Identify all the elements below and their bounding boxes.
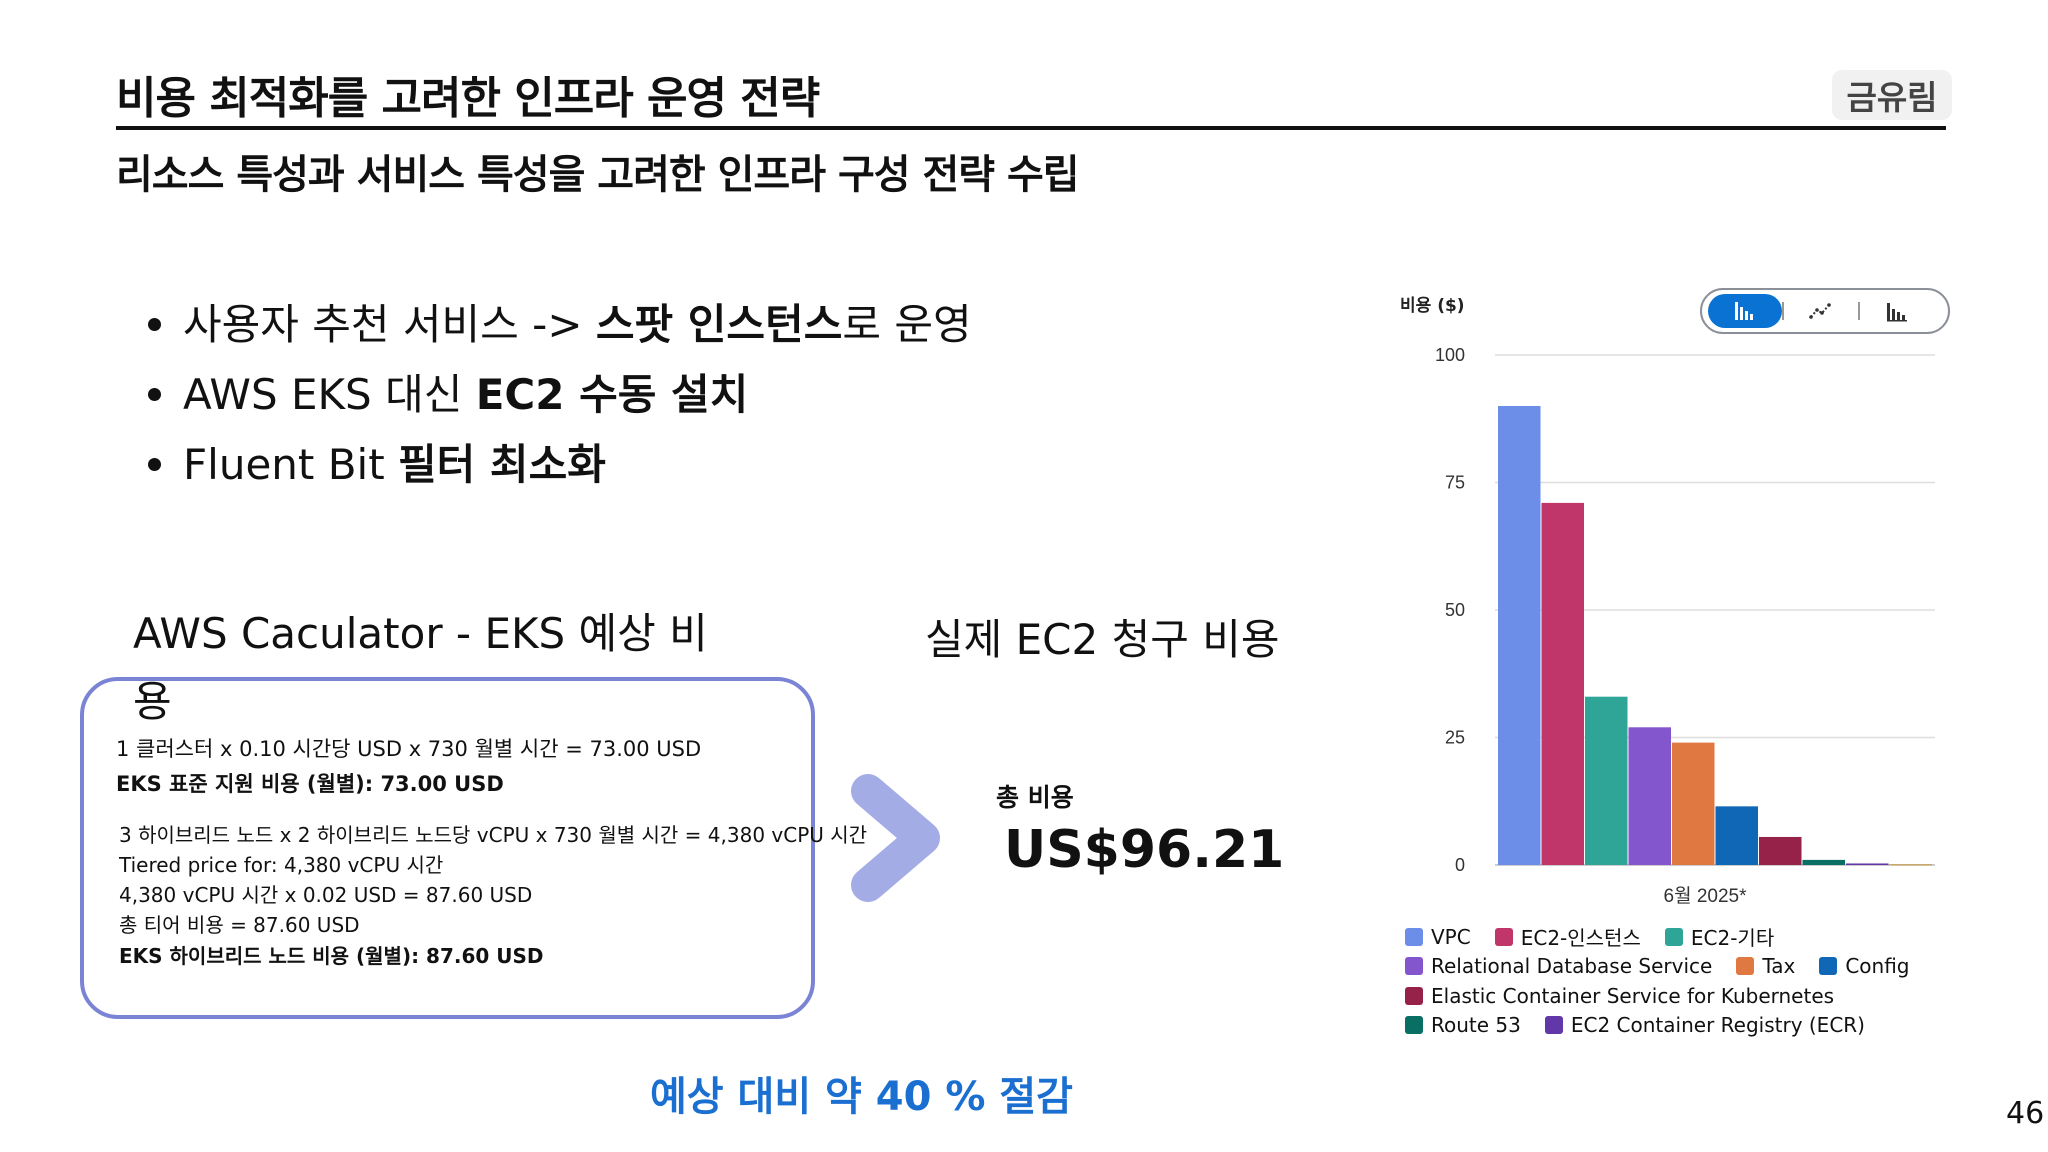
legend-item[interactable]: EC2-기타: [1664, 922, 1775, 951]
y-tick-label: 75: [1445, 473, 1465, 493]
author-badge: 금유림: [1832, 70, 1952, 120]
bar[interactable]: [1585, 696, 1628, 865]
slide-subtitle: 리소스 특성과 서비스 특성을 고려한 인프라 구성 전략 수립: [116, 152, 1080, 198]
y-tick-label: 25: [1445, 728, 1465, 748]
y-tick-label: 0: [1455, 855, 1465, 875]
legend-swatch-icon: [1494, 927, 1513, 946]
toggle-separator: [1858, 302, 1860, 320]
legend-row: Elastic Container Service for Kubernetes: [1405, 981, 1965, 1011]
legend-item[interactable]: Config: [1819, 954, 1909, 978]
legend-label: EC2-인스턴스: [1520, 926, 1641, 951]
line-chart-toggle-button[interactable]: [1784, 294, 1858, 328]
legend-swatch-icon: [1664, 927, 1683, 946]
legend-swatch-icon: [1405, 957, 1423, 976]
bullet-dot-icon: [148, 387, 161, 401]
bullet-text: AWS EKS 대신 EC2 수동 설치: [183, 369, 749, 419]
stacked-bar-chart-icon: [1887, 303, 1907, 322]
bullet-item: 사용자 추천 서비스 -> 스팟 인스턴스로 운영: [148, 286, 972, 356]
calc-line: EKS 하이브리드 노드 비용 (월별): 87.60 USD: [119, 944, 544, 968]
bar-chart-icon: [1735, 302, 1753, 320]
legend-swatch-icon: [1405, 927, 1423, 946]
calculator-box: [80, 677, 815, 1019]
legend-label: Relational Database Service: [1431, 954, 1713, 979]
cost-bar-chart: 0 25 50 75 100 6월 2025*: [1435, 345, 1935, 907]
bar[interactable]: [1889, 863, 1933, 866]
legend-row: VPC EC2-인스턴스 EC2-기타: [1405, 922, 1965, 952]
bar[interactable]: [1846, 863, 1889, 865]
calc-line: 1 클러스터 x 0.10 시간당 USD x 730 월별 시간 = 73.0…: [116, 737, 702, 761]
legend-item[interactable]: EC2 Container Registry (ECR): [1544, 1013, 1865, 1038]
legend-item[interactable]: VPC: [1405, 925, 1471, 949]
bar[interactable]: [1759, 836, 1802, 865]
y-tick-label: 100: [1435, 345, 1465, 365]
bar[interactable]: [1672, 742, 1715, 865]
legend-swatch-icon: [1405, 986, 1423, 1005]
page-number: 46: [2006, 1096, 2045, 1131]
total-cost-value: US$96.21: [1004, 820, 1285, 880]
calc-line: 3 하이브리드 노드 x 2 하이브리드 노드당 vCPU x 730 월별 시…: [119, 823, 868, 847]
line-chart-icon: [1809, 303, 1831, 319]
bar[interactable]: [1541, 502, 1585, 865]
calc-line: 4,380 vCPU 시간 x 0.02 USD = 87.60 USD: [119, 883, 533, 907]
savings-text: 예상 대비 약 40 % 절감: [650, 1074, 1073, 1120]
y-tick-label: 50: [1445, 600, 1465, 620]
bullet-dot-icon: [148, 457, 161, 471]
legend-label: VPC: [1431, 924, 1471, 949]
calculator-heading: AWS Caculator - EKS 예상 비용: [133, 609, 708, 726]
bullet-item: AWS EKS 대신 EC2 수동 설치: [148, 356, 972, 426]
bullet-text: Fluent Bit 필터 최소화: [183, 439, 606, 489]
legend-label: Elastic Container Service for Kubernetes: [1431, 983, 1835, 1008]
legend-item[interactable]: Tax: [1736, 954, 1795, 978]
legend-item[interactable]: Route 53: [1405, 1013, 1521, 1037]
legend-swatch-icon: [1405, 1016, 1423, 1035]
slide-title: 비용 최적화를 고려한 인프라 운영 전략: [116, 73, 820, 124]
bullet-list: 사용자 추천 서비스 -> 스팟 인스턴스로 운영 AWS EKS 대신 EC2…: [148, 286, 972, 496]
bar[interactable]: [1498, 406, 1541, 865]
bullet-dot-icon: [148, 317, 161, 331]
total-cost-label: 총 비용: [996, 783, 1074, 812]
legend-label: Config: [1845, 954, 1910, 979]
bar-chart-toggle-button[interactable]: [1708, 294, 1782, 328]
legend-item[interactable]: Elastic Container Service for Kubernetes: [1405, 984, 1834, 1008]
title-divider: [116, 126, 1946, 130]
actual-cost-heading: 실제 EC2 청구 비용: [925, 615, 1280, 664]
bar[interactable]: [1715, 806, 1759, 865]
bar[interactable]: [1802, 859, 1846, 865]
chevron-right-icon: [851, 774, 940, 902]
chart-legend: VPC EC2-인스턴스 EC2-기타 Relational Database Ser…: [1405, 922, 1965, 1040]
bullet-item: Fluent Bit 필터 최소화: [148, 426, 972, 496]
legend-swatch-icon: [1736, 957, 1755, 976]
legend-item[interactable]: EC2-인스턴스: [1494, 922, 1641, 951]
legend-row: Route 53 EC2 Container Registry (ECR): [1405, 1011, 1965, 1041]
bullet-text: 사용자 추천 서비스 -> 스팟 인스턴스로 운영: [183, 299, 972, 349]
calc-line: EKS 표준 지원 비용 (월별): 73.00 USD: [116, 772, 504, 796]
legend-label: Tax: [1762, 954, 1796, 979]
legend-swatch-icon: [1819, 957, 1838, 976]
chart-type-toggle[interactable]: [1700, 288, 1950, 334]
calc-line: Tiered price for: 4,380 vCPU 시간: [119, 853, 444, 877]
legend-label: EC2-기타: [1690, 926, 1775, 951]
x-category-label: 6월 2025*: [1664, 885, 1748, 907]
calc-line: 총 티어 비용 = 87.60 USD: [119, 913, 360, 937]
legend-label: Route 53: [1431, 1013, 1521, 1038]
chart-y-axis-label: 비용 ($): [1400, 296, 1465, 316]
stacked-bar-chart-toggle-button[interactable]: [1860, 294, 1934, 328]
legend-item[interactable]: Relational Database Service: [1405, 954, 1712, 978]
toggle-separator: [1782, 302, 1784, 320]
legend-swatch-icon: [1544, 1016, 1563, 1035]
legend-label: EC2 Container Registry (ECR): [1570, 1013, 1865, 1038]
bar[interactable]: [1628, 727, 1672, 865]
legend-row: Relational Database Service Tax Config: [1405, 952, 1965, 982]
